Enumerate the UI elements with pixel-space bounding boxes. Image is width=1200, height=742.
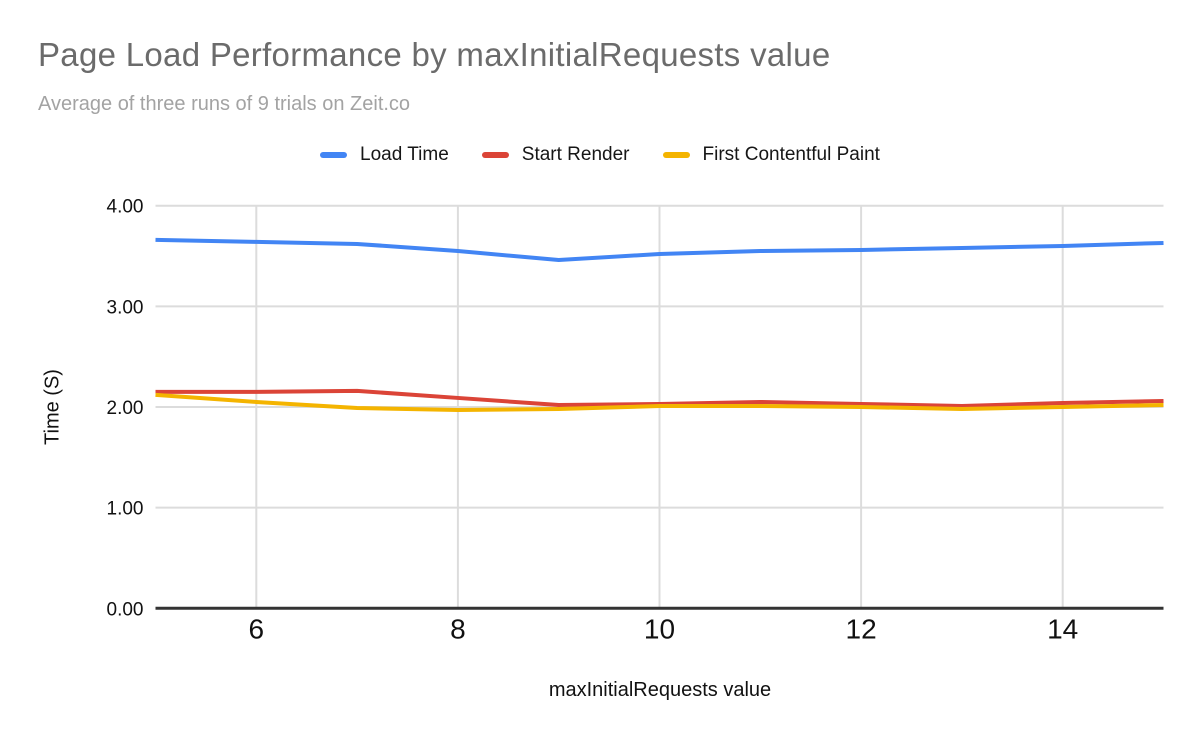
series-line-first-contentful-paint [155, 392, 1164, 413]
x-tick-label: 12 [846, 613, 877, 644]
y-tick-label: 4.00 [107, 197, 144, 218]
chart-subtitle: Average of three runs of 9 trials on Zei… [38, 93, 411, 115]
legend-label: First Contentful Paint [702, 144, 880, 165]
legend-swatch-load-time [320, 152, 348, 158]
x-tick-label: 14 [1047, 613, 1078, 644]
legend-swatch-start-render [481, 152, 509, 158]
chart-title: Page Load Performance by maxInitialReque… [38, 36, 831, 73]
series-line-start-render [155, 388, 1164, 408]
x-tick-label: 6 [249, 613, 265, 644]
y-axis-title: Time (S) [41, 369, 64, 445]
legend-item-first-contentful-paint: First Contentful Paint [662, 144, 880, 166]
y-tick-label: 0.00 [107, 599, 144, 620]
y-tick-label: 1.00 [107, 499, 144, 520]
series-line-load-time [155, 237, 1164, 263]
legend-item-start-render: Start Render [481, 144, 630, 166]
legend-swatch-first-contentful-paint [662, 152, 690, 158]
legend-label: Start Render [521, 144, 630, 165]
y-tick-label: 2.00 [107, 398, 144, 419]
legend-label: Load Time [360, 144, 449, 165]
x-tick-label: 8 [450, 613, 466, 644]
chart-legend: Load Time Start Render First Contentful Pa… [0, 144, 1200, 166]
x-tick-label: 10 [644, 613, 675, 644]
x-axis-title: maxInitialRequests value [548, 679, 772, 701]
y-tick-label: 3.00 [107, 297, 144, 318]
legend-item-load-time: Load Time [320, 144, 449, 166]
